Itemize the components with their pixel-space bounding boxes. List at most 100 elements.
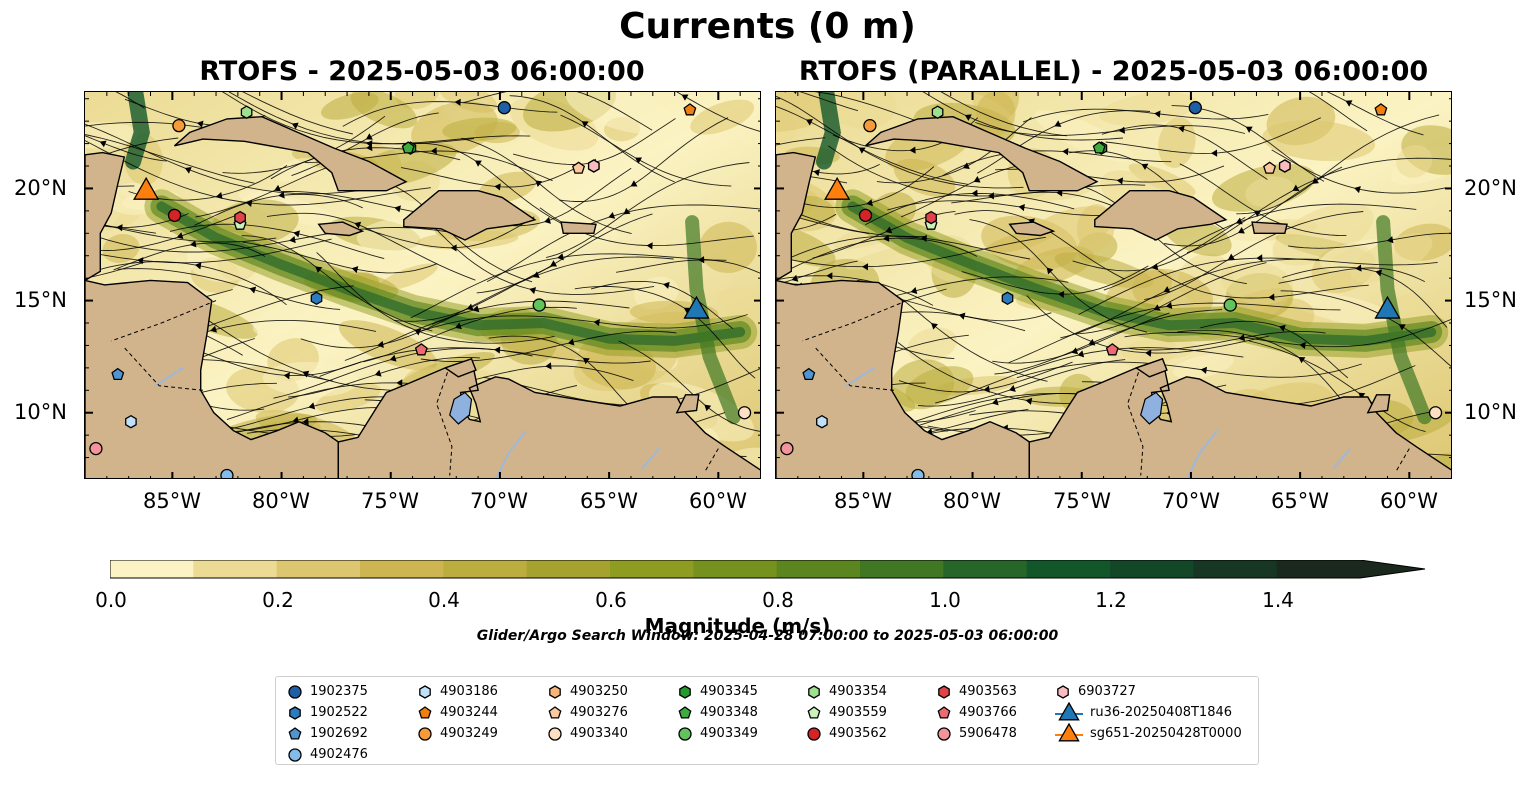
legend-label: 4903249 — [440, 725, 498, 741]
marker-1902375 — [1188, 101, 1202, 115]
lon-label-65w-right: 65°W — [1271, 489, 1329, 513]
lon-label-85w-right: 85°W — [834, 489, 892, 513]
colorbar-segment — [526, 560, 611, 578]
marker-4903563 — [234, 210, 246, 225]
colorbar — [109, 559, 1430, 582]
land — [85, 115, 760, 478]
land-puertorico — [560, 221, 597, 234]
legend-item: 4903348 — [676, 702, 758, 722]
legend-item: 4903276 — [546, 702, 628, 722]
legend-label: 4903766 — [959, 704, 1017, 720]
land-trinidad — [675, 394, 700, 414]
legend-marker — [289, 706, 301, 720]
land — [776, 115, 1451, 478]
legend-label: 1902692 — [310, 725, 368, 741]
map-panel-rtofs-parallel — [775, 91, 1452, 479]
legend-item: 4903345 — [676, 681, 758, 701]
colorbar-tick-6: 1.2 — [1095, 588, 1127, 612]
lon-label-65w-left: 65°W — [580, 489, 638, 513]
marker-4903766 — [1105, 343, 1119, 356]
marker-1902692 — [802, 367, 816, 381]
legend-item: ru36-20250408T1846 — [1054, 702, 1232, 722]
legend-marker — [807, 706, 821, 719]
search-window-caption: Glider/Argo Search Window: 2025-04-28 07… — [476, 628, 1059, 644]
panel-title-rtofs: RTOFS - 2025-05-03 06:00:00 — [199, 56, 645, 87]
lat-label-15n-right: 15°N — [1464, 288, 1517, 312]
land-trinidad — [1366, 394, 1391, 414]
colorbar-segment — [1026, 560, 1111, 578]
lat-label-10n-left: 10°N — [14, 400, 67, 424]
lon-label-75w-right: 75°W — [1053, 489, 1111, 513]
legend-item: 4903244 — [416, 702, 498, 722]
land-southamerica — [1028, 357, 1451, 478]
land-yucatan — [85, 151, 126, 282]
colorbar-tick-5: 1.0 — [929, 588, 961, 612]
legend-label: 4903354 — [829, 683, 887, 699]
axis-ticks — [85, 92, 760, 478]
legend-item: 1902375 — [286, 681, 368, 701]
legend-item: 4903354 — [805, 681, 887, 701]
marker-5906478 — [780, 441, 794, 456]
marker-4902476 — [220, 468, 234, 478]
legend-item: 4903249 — [416, 723, 498, 743]
legend-marker — [808, 685, 820, 699]
marker-4903244 — [1374, 103, 1388, 116]
lat-label-20n-left: 20°N — [14, 176, 67, 200]
legend-item: 4902476 — [286, 744, 368, 764]
legend-item: 4903563 — [935, 681, 1017, 701]
marker-4903186 — [125, 414, 137, 429]
legend-item: 4903250 — [546, 681, 628, 701]
marker-1902522 — [310, 291, 323, 306]
axis-ticks — [776, 92, 1451, 478]
colorbar-segment — [860, 560, 944, 578]
legend-item: 4903766 — [935, 702, 1017, 722]
marker-4903354 — [240, 105, 253, 119]
marker-4903349 — [532, 298, 546, 312]
legend-marker — [418, 706, 432, 719]
legend-marker — [679, 685, 691, 699]
float-markers — [89, 101, 752, 478]
lake-maracaibo — [1140, 391, 1164, 425]
marker-4903766 — [414, 343, 428, 356]
legend-marker — [678, 727, 692, 741]
current-map-rtofs — [85, 92, 760, 478]
map-panel-rtofs — [84, 91, 761, 479]
colorbar-tick-7: 1.4 — [1262, 588, 1294, 612]
colorbar-segment — [1193, 560, 1278, 578]
colorbar-tick-2: 0.4 — [428, 588, 460, 612]
lon-label-60w-right: 60°W — [1380, 489, 1438, 513]
legend-label: 4903186 — [440, 683, 498, 699]
colorbar-segment — [693, 560, 778, 578]
lat-label-10n-right: 10°N — [1464, 400, 1517, 424]
legend-label: 4903250 — [570, 683, 628, 699]
current-map-rtofs-parallel — [776, 92, 1451, 478]
marker-5906478 — [89, 441, 103, 456]
marker-4903276 — [1263, 161, 1277, 174]
colorbar-tick-4: 0.8 — [762, 588, 794, 612]
colorbar-segment — [443, 560, 528, 578]
legend-marker — [288, 727, 302, 740]
panel-title-rtofs-parallel: RTOFS (PARALLEL) - 2025-05-03 06:00:00 — [798, 56, 1429, 87]
legend-marker — [807, 727, 821, 741]
land-cuba — [174, 115, 408, 192]
land-yucatan — [776, 151, 817, 282]
legend-marker — [548, 706, 562, 719]
marker-4903562 — [167, 208, 182, 223]
land-guajira — [443, 358, 477, 378]
lon-label-60w-left: 60°W — [689, 489, 747, 513]
marker-sg651-20250428T0000 — [133, 176, 160, 200]
colorbar-segment — [776, 560, 861, 578]
legend-item: 1902522 — [286, 702, 368, 722]
legend: 1902375 1902522 1902692 4902476 4903186 49032… — [275, 676, 1259, 765]
colorbar-tick-1: 0.2 — [262, 588, 294, 612]
marker-4903562 — [858, 208, 873, 223]
marker-4903186 — [816, 414, 828, 429]
lon-label-85w-left: 85°W — [143, 489, 201, 513]
legend-label: 4903348 — [700, 704, 758, 720]
land-hispaniola — [1094, 190, 1228, 241]
lat-label-15n-left: 15°N — [14, 288, 67, 312]
marker-1902692 — [111, 367, 125, 381]
legend-marker — [937, 706, 951, 719]
land-puertorico — [1251, 221, 1288, 234]
lon-label-80w-right: 80°W — [943, 489, 1001, 513]
